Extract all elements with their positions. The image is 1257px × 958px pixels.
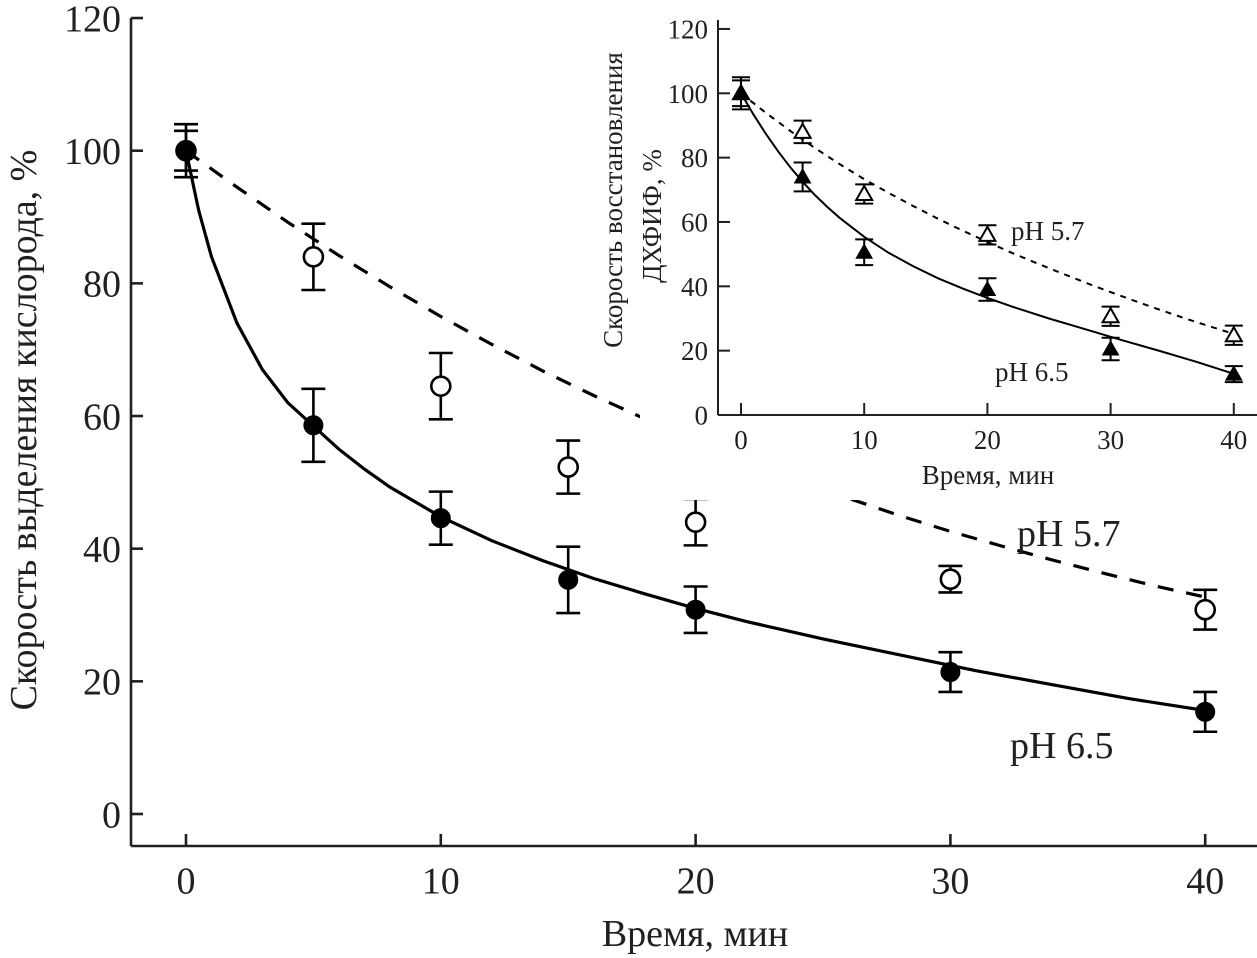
filled-circle-marker [558, 569, 579, 590]
main-data-point [1193, 690, 1218, 734]
main-x-tick-label: 20 [677, 861, 715, 903]
main-y-tick-label: 40 [83, 529, 121, 571]
main-y-axis-label: Скорость выделения кислорода, % [3, 150, 45, 711]
filled-circle-marker [176, 140, 196, 161]
inset-x-tick-label: 10 [851, 425, 878, 455]
open-triangle-marker [1224, 325, 1244, 343]
inset-data-point [977, 224, 998, 246]
main-data-point [301, 222, 326, 292]
inset-y-tick-label: 40 [681, 272, 708, 302]
inset-x-tick-label: 20 [974, 425, 1001, 455]
inset-x-tick-label: 0 [734, 425, 748, 455]
main-data-point [683, 497, 708, 547]
main-data-point [301, 387, 326, 464]
inset-x-tick-label: 40 [1220, 425, 1247, 455]
main-y-tick-label: 0 [102, 794, 121, 836]
main-data-point [428, 490, 453, 546]
main-x-tick-label: 10 [422, 861, 460, 903]
open-circle-marker [1194, 598, 1216, 621]
main-data-point [556, 545, 581, 615]
main-y-tick-label: 120 [64, 0, 121, 40]
inset-data-point [978, 277, 997, 302]
main-data-point [938, 564, 963, 594]
filled-triangle-marker [732, 84, 750, 100]
main-y-tick-label: 100 [64, 131, 121, 173]
filled-triangle-marker [978, 280, 997, 297]
inset-label-ph57: pH 5.7 [1011, 216, 1085, 246]
main-data-point [556, 439, 581, 495]
inset-x-axis-label: Время, мин [922, 460, 1054, 490]
filled-circle-marker [430, 508, 451, 529]
main-x-tick-label: 40 [1186, 861, 1224, 903]
inset-data-point [793, 161, 812, 193]
main-x-axis-label: Время, мин [602, 913, 788, 955]
filled-triangle-marker [793, 167, 812, 184]
main-data-point [174, 129, 198, 172]
inset-data-point [1100, 305, 1121, 327]
main-x-tick-label: 30 [931, 861, 969, 903]
open-triangle-marker [854, 183, 874, 201]
filled-triangle-marker [1224, 365, 1243, 381]
inset-fit-line-solid [740, 92, 1235, 375]
main-data-point [428, 351, 453, 421]
filled-circle-marker [1195, 701, 1216, 722]
open-circle-marker [429, 375, 452, 397]
main-data-point [938, 650, 963, 694]
main-data-point [1193, 588, 1218, 631]
filled-circle-marker [685, 599, 706, 620]
main-x-tick-label: 0 [177, 861, 196, 903]
inset-y-tick-label: 80 [681, 143, 708, 173]
filled-triangle-marker [1101, 340, 1120, 356]
main-y-tick-label: 20 [83, 662, 121, 704]
filled-triangle-marker [855, 243, 874, 259]
inset-data-point [1101, 336, 1120, 362]
inset-data-point [1224, 365, 1243, 384]
filled-circle-marker [940, 662, 961, 683]
inset-chart: 0 20 40 60 80 100 120 0 10 20 30 40 Время, мин Скор… [598, 0, 1257, 500]
inset-y-tick-label: 120 [668, 14, 709, 44]
open-circle-marker [684, 511, 707, 533]
inset-data-point [792, 119, 813, 145]
main-y-tick-label: 80 [83, 264, 121, 306]
main-fit-line-solid [184, 150, 1206, 713]
inset-y-axis-label-line1: Скорость восстановления [598, 52, 628, 348]
open-circle-marker [557, 456, 580, 478]
inset-y-tick-label: 60 [681, 207, 708, 237]
inset-data-point [732, 79, 750, 108]
main-label-ph57: pH 5.7 [1017, 513, 1120, 555]
open-triangle-marker [1100, 306, 1121, 324]
inset-data-point [1224, 324, 1244, 346]
open-circle-marker [302, 246, 325, 268]
main-label-ph65: pH 6.5 [1010, 725, 1113, 767]
open-circle-marker [939, 568, 962, 590]
inset-y-tick-label: 0 [695, 400, 709, 430]
open-triangle-marker [792, 121, 813, 139]
main-data-point [683, 585, 708, 635]
inset-y-tick-label: 100 [668, 79, 709, 109]
inset-y-tick-label: 20 [681, 336, 708, 366]
filled-circle-marker [303, 415, 324, 436]
inset-label-ph65: pH 6.5 [995, 357, 1069, 387]
open-triangle-marker [977, 224, 998, 242]
inset-data-point [854, 183, 874, 205]
main-y-tick-label: 60 [83, 396, 121, 438]
inset-data-point [855, 238, 874, 267]
inset-y-axis-label-line2: ДХФИФ, % [637, 149, 667, 283]
inset-x-tick-label: 30 [1097, 425, 1124, 455]
